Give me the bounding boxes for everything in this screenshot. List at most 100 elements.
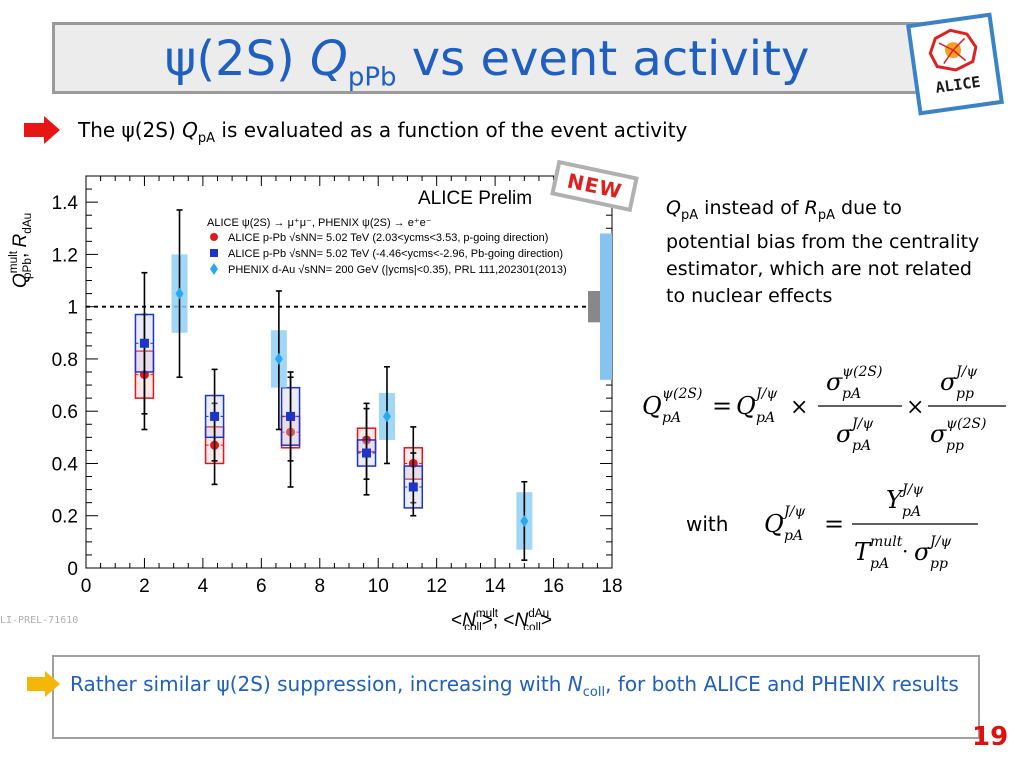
- legend-label: PHENIX d-Au √sNN= 200 GeV (|ycms|<0.35),…: [228, 264, 567, 276]
- svg-text:pA: pA: [662, 410, 681, 426]
- legend-marker-square: [210, 249, 218, 257]
- svg-text:pA: pA: [902, 504, 921, 520]
- data-point-square: [408, 482, 418, 492]
- with-label: with: [686, 512, 729, 536]
- y-axis-label-part: R: [10, 233, 31, 247]
- y-axis-label-part: dAu: [21, 213, 34, 234]
- svg-text:σ: σ: [914, 538, 931, 566]
- svg-text:pp: pp: [946, 438, 964, 454]
- y-tick-label: 0.4: [52, 454, 79, 475]
- x-tick-label: 0: [81, 576, 92, 597]
- legend-marker-circle: [210, 233, 218, 241]
- equation-qpa: Q ψ(2S) pA = Q J/ψ pA × σ ψ(2S) pA σ J/ψ…: [642, 364, 1006, 454]
- x-axis-label-part: >: [541, 610, 552, 630]
- x-axis-label-part: coll: [523, 621, 541, 630]
- svg-text:×: ×: [906, 395, 924, 420]
- x-tick-label: 18: [601, 576, 622, 597]
- y-tick-label: 1.4: [52, 193, 79, 214]
- svg-text:pp: pp: [956, 386, 974, 402]
- svg-text:J/ψ: J/ψ: [849, 416, 874, 432]
- y-tick-label: 0.8: [52, 350, 78, 371]
- y-tick-label: 1: [67, 298, 78, 319]
- x-axis-label-part: dAu: [528, 607, 549, 620]
- x-axis-label-part: coll: [464, 621, 482, 630]
- chart-title: ALICE Prelim: [418, 188, 532, 209]
- title-bar: ψ(2S) QpPb vs event activity: [52, 22, 922, 94]
- svg-text:J/ψ: J/ψ: [753, 386, 778, 402]
- title-q: Q: [310, 31, 348, 87]
- global-uncertainty-alice: [588, 290, 600, 323]
- y-axis-label-part: mult: [7, 250, 20, 273]
- y-tick-label: 0: [67, 559, 78, 580]
- side-note: QpA instead of RpA due to potential bias…: [666, 195, 986, 310]
- svg-text:J/ψ: J/ψ: [953, 364, 978, 380]
- conclusion-post: , for both ALICE and PHENIX results: [605, 672, 959, 696]
- svg-text:=: =: [712, 392, 732, 420]
- title-prefix: ψ(2S): [164, 31, 311, 87]
- global-uncertainty-phenix: [600, 233, 612, 380]
- equation-qpa-jpsi: Q J/ψ pA = Y J/ψ pA T mult pA · σ J/ψ pp: [764, 482, 978, 572]
- svg-text:Q: Q: [764, 510, 784, 538]
- svg-text:σ: σ: [836, 420, 853, 448]
- data-point-diamond: [274, 352, 283, 365]
- conclusion-box: [52, 655, 980, 739]
- svg-text:σ: σ: [940, 368, 957, 396]
- svg-text:pA: pA: [784, 528, 803, 544]
- data-point-square: [210, 411, 220, 421]
- svg-text:ψ(2S): ψ(2S): [946, 416, 986, 432]
- svg-text:×: ×: [790, 395, 808, 420]
- red-arrow-icon: [24, 116, 60, 144]
- svg-text:σ: σ: [826, 368, 843, 396]
- legend-label: ALICE p-Pb √sNN= 5.02 TeV (-4.46<ycms<-2…: [228, 248, 563, 260]
- svg-text:J/ψ: J/ψ: [899, 482, 924, 498]
- y-tick-label: 0.6: [52, 402, 78, 423]
- conclusion-pre: Rather similar ψ(2S) suppression, increa…: [70, 672, 568, 696]
- svg-text:pA: pA: [756, 410, 775, 426]
- svg-text:pp: pp: [930, 556, 948, 572]
- x-tick-label: 6: [256, 576, 267, 597]
- data-point-square: [362, 448, 372, 458]
- x-axis-label-part: N: [462, 610, 476, 630]
- y-tick-label: 1.2: [52, 245, 78, 266]
- svg-text:T: T: [854, 538, 872, 566]
- y-tick-label: 0.2: [52, 507, 78, 528]
- svg-text:Q: Q: [736, 392, 756, 420]
- x-axis-label: <Nmult coll>, <NdAu coll>: [451, 607, 552, 630]
- bullet-text: The ψ(2S) QpA is evaluated as a function…: [78, 118, 687, 146]
- svg-text:ψ(2S): ψ(2S): [662, 386, 702, 402]
- svg-text:mult: mult: [870, 534, 903, 550]
- alice-logo: ALICE: [906, 12, 1004, 116]
- svg-text:σ: σ: [930, 420, 947, 448]
- legend-header: ALICE ψ(2S) → μ⁺μ⁻, PHENIX ψ(2S) → e⁺e⁻: [207, 217, 432, 229]
- note-rest: due to potential bias from the centralit…: [666, 197, 980, 307]
- svg-text:pA: pA: [852, 438, 871, 454]
- chart: 0 2 4 6 8 10 12 14 16 18 0 0.2 0.4 0.6 0.8 1 1.2 1.4 ALICE…: [7, 175, 623, 630]
- y-axis-label-part: ,: [10, 247, 31, 258]
- note-mid: instead of: [698, 197, 805, 219]
- x-axis-label-part: >, <: [482, 610, 515, 630]
- conclusion-n-sub: coll: [582, 685, 606, 700]
- svg-text:ψ(2S): ψ(2S): [842, 364, 882, 380]
- y-axis-label-part: pPb: [21, 258, 34, 279]
- bullet-q: Q: [182, 118, 198, 142]
- page-number: 19: [972, 722, 1009, 752]
- bullet-post: is evaluated as a function of the event …: [215, 118, 688, 142]
- y-axis-label: QmultpPb, RdAu: [7, 213, 34, 288]
- svg-text:pA: pA: [870, 556, 889, 572]
- note-r: R: [804, 197, 818, 219]
- data-point-square: [139, 338, 149, 348]
- svg-text:=: =: [824, 510, 844, 538]
- y-axis-label-part: Q: [10, 273, 31, 288]
- x-axis-label-part: <: [451, 610, 462, 630]
- legend-label: ALICE p-Pb √sNN= 5.02 TeV (2.03<ycms<3.5…: [228, 232, 548, 244]
- yellow-arrow-icon: [27, 671, 60, 697]
- x-axis-label-part: mult: [476, 607, 499, 620]
- conclusion-n: N: [567, 672, 583, 696]
- data-point-diamond: [175, 287, 184, 300]
- x-tick-label: 2: [139, 576, 150, 597]
- bullet-pre: The ψ(2S): [78, 118, 183, 142]
- logo-graphic: [928, 28, 978, 72]
- x-tick-label: 14: [485, 576, 507, 597]
- svg-text:Q: Q: [642, 392, 662, 420]
- legend-marker-diamond: [210, 263, 218, 275]
